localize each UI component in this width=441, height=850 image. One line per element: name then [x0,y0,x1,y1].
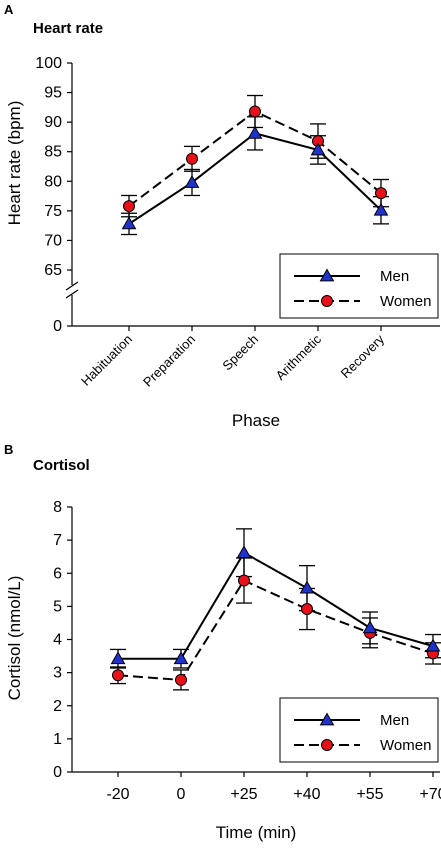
y-tick-label: 0 [53,764,62,781]
y-tick-label: 6 [53,565,62,582]
y-tick-label: 90 [44,114,62,131]
data-point-circle [238,574,250,587]
data-point-triangle [425,638,441,652]
legend-label: Women [380,737,431,754]
legend-label: Women [380,293,431,310]
data-point-circle [301,603,313,616]
y-tick-label: 7 [53,532,62,549]
y-tick-label: 8 [53,499,62,516]
x-tick-label: +25 [230,786,257,803]
y-tick-label: 1 [53,731,62,748]
data-point-circle [186,152,198,165]
data-point-triangle [247,125,263,139]
legend-marker-triangle [319,712,335,726]
x-tick-label: -20 [106,786,129,803]
legend-box [279,697,439,763]
data-point-triangle [362,620,378,634]
y-tick-label: 80 [44,173,62,190]
data-point-triangle [236,545,252,559]
data-point-circle [375,187,387,200]
data-point-triangle [121,216,137,230]
y-tick-label: 2 [53,698,62,715]
data-point-circle [112,669,124,682]
x-tick-label: +70 [419,786,441,803]
data-point-circle [175,673,187,686]
x-tick-label: Arithmetic [273,331,325,383]
data-point-circle [123,200,135,213]
y-tick-label: 75 [44,203,62,220]
panel-b-letter: B [4,442,13,457]
x-tick-label: +55 [356,786,383,803]
data-point-triangle [373,202,389,216]
legend-marker-circle [321,295,333,307]
x-tick-label: Recovery [338,331,388,381]
panel-b-ylabel: Cortisol (nmol/L) [5,576,24,701]
legend-label: Men [380,712,409,729]
panel-b-title: Cortisol [33,457,90,474]
x-tick-label: Preparation [140,332,198,390]
y-tick-label: 5 [53,598,62,615]
data-point-triangle [110,651,126,665]
x-tick-label: +40 [293,786,320,803]
data-point-triangle [173,651,189,665]
y-tick-label: 65 [44,262,62,279]
legend-marker-circle [321,739,333,751]
y-tick-label: 95 [44,85,62,102]
y-tick-label: 70 [44,232,62,249]
series-line-women [117,579,434,681]
legend-label: Men [380,268,409,285]
axis-break-mark [65,289,79,299]
data-point-triangle [299,580,315,594]
y-tick-label: 85 [44,144,62,161]
panel-a-xlabel: Phase [232,411,280,430]
legend-box [279,253,439,319]
data-point-circle [249,105,261,118]
series-line-men [118,551,434,660]
y-tick-label: 100 [35,55,62,72]
panel-a-title: Heart rate [33,20,103,37]
data-point-triangle [184,174,200,188]
y-tick-label: 4 [53,632,62,649]
y-tick-label: 3 [53,665,62,682]
legend-marker-triangle [319,268,335,282]
cortisol-chart: 8 7 6 5 4 3 2 1 0 -20 0 +25 +40 +55 +70 Men Women [53,499,441,803]
x-tick-label: Speech [219,332,261,374]
panel-a-letter: A [4,2,14,17]
data-point-triangle [310,142,326,156]
x-tick-label: 0 [177,786,186,803]
panel-b-xlabel: Time (min) [216,823,297,842]
x-tick-label: Habituation [78,332,135,389]
heart-rate-chart: 100 95 90 85 80 75 70 65 0 Habituation Preparation… [35,55,440,390]
panel-a-ylabel: Heart rate (bpm) [5,101,24,226]
axis-break-mark [65,281,79,291]
y-tick-label: 0 [53,318,62,335]
